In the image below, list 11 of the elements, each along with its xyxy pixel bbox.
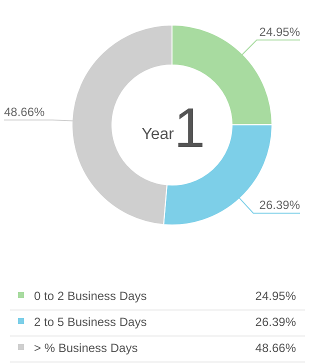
text: 1 [174, 96, 206, 159]
legend-label: 2 to 5 Business Days [34, 315, 147, 329]
text: 26.39% [255, 315, 296, 329]
text: Year [142, 126, 175, 143]
text: 48.66% [255, 341, 296, 355]
legend-label: 0 to 2 Business Days [34, 289, 147, 303]
data-label: 24.95% [259, 25, 300, 40]
data-label: 26.39% [259, 198, 300, 212]
data-label: 48.66% [4, 104, 46, 119]
legend-label: > % Business Days [34, 341, 138, 355]
text: 24.95% [255, 289, 296, 303]
